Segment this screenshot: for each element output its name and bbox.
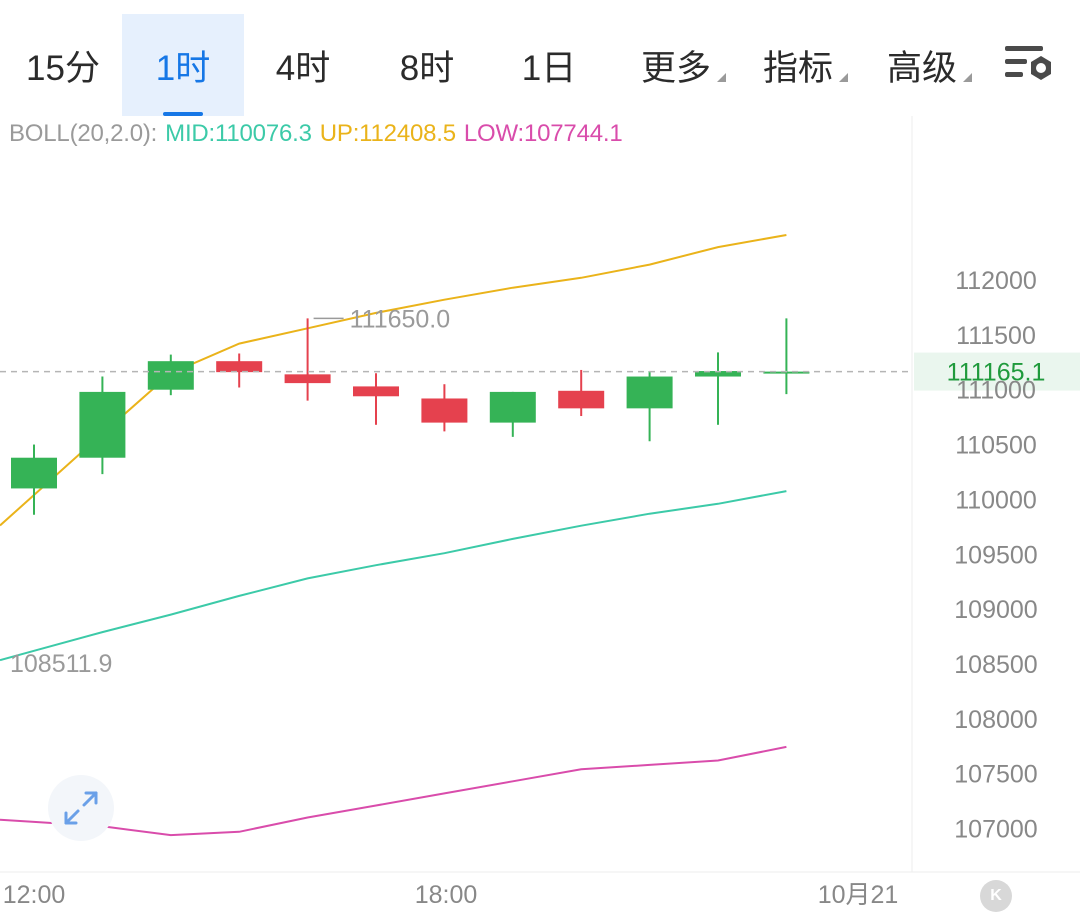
- dropdown-caret-icon: [963, 73, 972, 82]
- candle-up: [695, 352, 741, 425]
- candle-up: [489, 391, 536, 437]
- current-price-label: 111165.1: [947, 359, 1046, 387]
- chart-settings-icon[interactable]: [1003, 42, 1057, 86]
- active-tab-indicator: [163, 112, 203, 116]
- expand-button[interactable]: [48, 775, 114, 841]
- y-tick-label: 110000: [955, 486, 1037, 514]
- candle-down: [216, 353, 263, 388]
- tab-15m[interactable]: 15分: [4, 14, 122, 116]
- tab-8h[interactable]: 8时: [368, 14, 486, 116]
- watermark-logo: K: [980, 880, 1012, 912]
- candle-up: [79, 376, 126, 475]
- x-tick-label: 12:00: [3, 881, 66, 907]
- y-tick-label: 107000: [954, 816, 1037, 844]
- lower-band-line: [0, 745, 787, 837]
- y-tick-label: 107500: [954, 761, 1037, 789]
- candle-up: [763, 318, 810, 395]
- tab-1h[interactable]: 1时: [122, 14, 244, 116]
- min-price-label: 108511.9: [10, 650, 112, 678]
- y-tick-label: 110500: [955, 432, 1037, 460]
- dropdown-caret-icon: [839, 73, 848, 82]
- dropdown-caret-icon: [717, 73, 726, 82]
- candle-body: [626, 376, 673, 409]
- tab-label: 高级: [886, 48, 957, 88]
- current-price-label-bg: [914, 352, 1080, 391]
- expand-arrows-icon: [64, 791, 98, 825]
- candle-body: [11, 457, 57, 489]
- candle-body: [763, 371, 810, 374]
- candle-body: [284, 374, 331, 384]
- boll-legend: BOLL(20,2.0): MID:110076.3 UP:112408.5 LOW:…: [9, 120, 631, 148]
- candle-down: [421, 384, 468, 432]
- tab-advanced[interactable]: 高级: [876, 14, 972, 116]
- tab-4h[interactable]: 4时: [244, 14, 362, 116]
- tab-label: 8时: [399, 48, 455, 88]
- current-price-line: 111165.1: [0, 352, 1080, 391]
- tab-label: 4时: [275, 48, 331, 88]
- candle-body: [489, 391, 536, 423]
- candle-body: [558, 390, 605, 409]
- y-tick-label: 111500: [956, 322, 1036, 350]
- tab-label: 1时: [155, 48, 211, 88]
- axes: 107000 107500 108000 108500 109000 109500 1100…: [3, 267, 1038, 907]
- y-tick-label: 108000: [954, 706, 1037, 734]
- y-tick-label: 109500: [954, 541, 1037, 569]
- candle-up: [11, 444, 57, 515]
- candle-body: [353, 386, 399, 397]
- tab-label: 15分: [26, 48, 100, 88]
- boll-legend-name: BOLL(20,2.0):: [9, 120, 158, 147]
- tab-label: 指标: [762, 48, 833, 88]
- candle-up: [147, 354, 194, 396]
- tab-1d[interactable]: 1日: [490, 14, 608, 116]
- x-tick-label: 10月21: [818, 881, 899, 907]
- candle-body: [147, 361, 194, 390]
- timeframe-toolbar: 15分 1时 4时 8时 1日 更多 指标 高级: [0, 0, 1080, 118]
- boll-legend-low: LOW:107744.1: [463, 120, 623, 147]
- y-tick-label: 111000: [956, 377, 1036, 405]
- candle-down: [558, 369, 605, 417]
- tab-more[interactable]: 更多: [630, 14, 726, 116]
- candle-body: [421, 398, 468, 423]
- candle-body: [79, 391, 126, 458]
- max-price-label: 111650.0: [350, 305, 451, 333]
- mid-band-line: [0, 490, 787, 662]
- x-tick-label: 18:00: [415, 881, 478, 907]
- annotations: 111650.0 108511.9: [10, 305, 450, 678]
- watermark-text: K: [990, 887, 1002, 904]
- boll-legend-mid: MID:110076.3: [165, 120, 312, 147]
- tab-label: 更多: [640, 48, 711, 88]
- candle-body: [695, 371, 741, 377]
- y-tick-label: 112000: [955, 267, 1037, 295]
- y-tick-label: 108500: [954, 651, 1037, 679]
- y-tick-label: 109000: [954, 596, 1037, 624]
- candle-down: [284, 318, 331, 401]
- tab-indicators[interactable]: 指标: [752, 14, 848, 116]
- boll-legend-up: UP:112408.5: [319, 120, 456, 147]
- tab-label: 1日: [521, 48, 577, 88]
- candle-down: [353, 373, 399, 425]
- candles: [11, 318, 810, 515]
- candle-up: [626, 371, 673, 442]
- candle-body: [216, 361, 263, 373]
